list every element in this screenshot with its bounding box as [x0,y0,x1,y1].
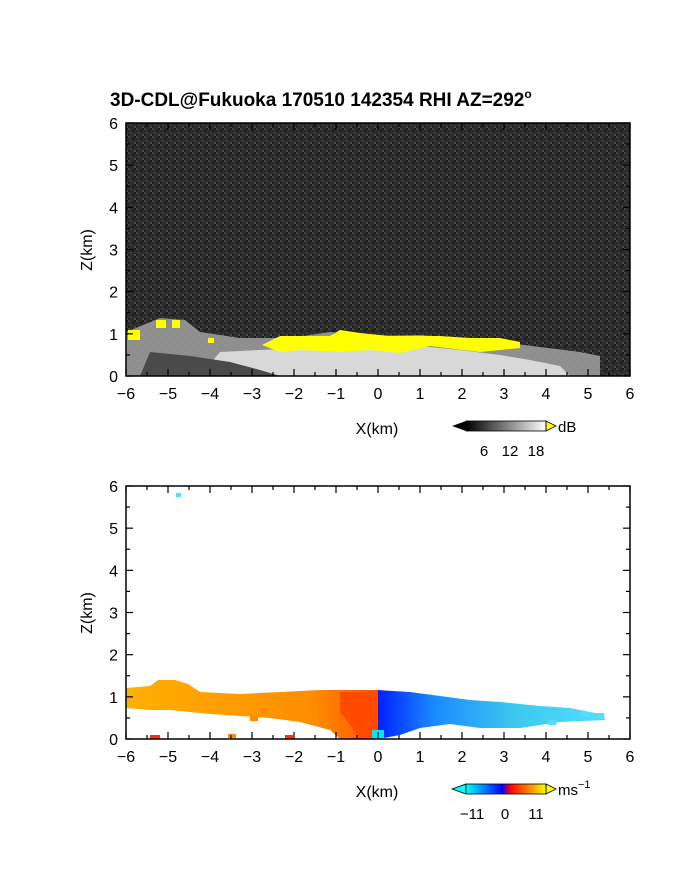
velocity-scatter-2 [262,708,268,713]
backscatter-y-label: Z(km) [79,229,96,271]
velocity-y-tick-label: 4 [109,563,118,580]
backscatter-colorbar-low-arrow [452,421,466,431]
backscatter-colorbar-tick-6: 6 [480,443,488,460]
backscatter-x-tick-label: 3 [500,386,509,403]
velocity-layer-east [378,690,606,739]
velocity-colorbar-tick-11: 11 [528,806,544,823]
backscatter-x-tick-label: −2 [285,386,303,403]
velocity-scatter-8 [548,720,556,725]
velocity-x-tick-label: 4 [542,749,551,766]
saturated-patch-3 [208,338,214,343]
backscatter-y-tick-label: 0 [109,369,118,386]
saturated-patch-west [128,330,140,340]
backscatter-x-tick-label: 2 [458,386,467,403]
backscatter-x-tick-label: −3 [243,386,261,403]
velocity-x-tick-label: −4 [201,749,219,766]
velocity-scatter-7 [596,713,604,718]
velocity-colorbar-unit: ms−1 [558,779,591,799]
backscatter-colorbar-tick-12: 12 [502,443,519,460]
velocity-scatter-3 [228,734,236,738]
velocity-x-tick-label: 1 [416,749,425,766]
backscatter-colorbar: dB 6 12 18 [452,419,576,460]
velocity-y-tick-label: 0 [109,732,118,749]
backscatter-colorbar-frame [465,420,547,432]
backscatter-x-tick-label: 1 [416,386,425,403]
velocity-colorbar: ms−1 −11 0 11 [450,779,591,823]
velocity-y-tick-label: 6 [109,479,118,496]
velocity-scatter-6 [580,712,590,717]
aerosol-layer-dark-base [140,352,280,376]
velocity-colorbar-high-arrow [545,783,557,795]
velocity-x-tick-label: −6 [117,749,135,766]
backscatter-colorbar-ramp [466,421,546,431]
backscatter-x-tick-label: −5 [159,386,177,403]
velocity-colorbar-ramp [466,784,546,794]
velocity-x-tick-label: −1 [327,749,345,766]
velocity-x-tick-label: 2 [458,749,467,766]
backscatter-x-tick-label: 4 [542,386,551,403]
aerosol-layer-bright [200,345,570,376]
saturated-band [262,330,520,353]
backscatter-x-tick-label: 0 [374,386,383,403]
velocity-panel: −6 −5 −4 −3 −2 −1 0 1 2 3 4 5 6 0 1 2 3 4 5 6 X(km) Z(km) m… [79,479,635,823]
velocity-x-tick-label: 0 [374,749,383,766]
velocity-y-tick-label: 2 [109,648,118,665]
backscatter-y-tick-label: 6 [109,116,118,133]
velocity-x-tick-label: 6 [626,749,635,766]
velocity-y-tick-label: 5 [109,521,118,538]
velocity-y-tick-label: 3 [109,606,118,623]
backscatter-x-tick-label: 6 [626,386,635,403]
velocity-layer-near-radar-west [340,692,378,739]
backscatter-colorbar-unit: dB [558,419,576,436]
velocity-y-tick-label: 1 [109,690,118,707]
saturated-patch-cloud-1 [156,320,166,328]
velocity-y-label: Z(km) [79,592,96,634]
velocity-scatter-1 [250,716,258,721]
velocity-stray-pixel [176,493,181,497]
backscatter-x-tick-label: −1 [327,386,345,403]
saturated-patch-cloud-2 [172,320,180,328]
velocity-colorbar-frame [465,783,547,795]
velocity-colorbar-low-arrow [450,783,467,795]
velocity-x-tick-label: 5 [584,749,593,766]
velocity-x-tick-label: −3 [243,749,261,766]
velocity-layer-west [126,680,378,739]
backscatter-x-label: X(km) [356,421,399,438]
backscatter-y-tick-label: 1 [109,327,118,344]
backscatter-y-tick-label: 5 [109,158,118,175]
velocity-scatter-4 [150,735,160,739]
backscatter-x-tick-label: 5 [584,386,593,403]
backscatter-x-tick-label: −4 [201,386,219,403]
velocity-x-tick-label: 3 [500,749,509,766]
backscatter-colorbar-tick-18: 18 [528,443,545,460]
chart-title: 3D-CDL@Fukuoka 170510 142354 RHI AZ=292o [110,87,532,111]
velocity-scatter-5 [285,735,293,739]
velocity-colorbar-tick-neg11: −11 [460,806,484,823]
velocity-colorbar-tick-0: 0 [501,806,509,823]
velocity-x-tick-label: −2 [285,749,303,766]
backscatter-x-tick-label: −6 [117,386,135,403]
backscatter-y-tick-label: 4 [109,200,118,217]
velocity-x-tick-label: −5 [159,749,177,766]
backscatter-y-tick-label: 2 [109,285,118,302]
velocity-x-label: X(km) [356,784,399,801]
backscatter-colorbar-high-arrow [545,420,557,432]
backscatter-y-tick-label: 3 [109,243,118,260]
